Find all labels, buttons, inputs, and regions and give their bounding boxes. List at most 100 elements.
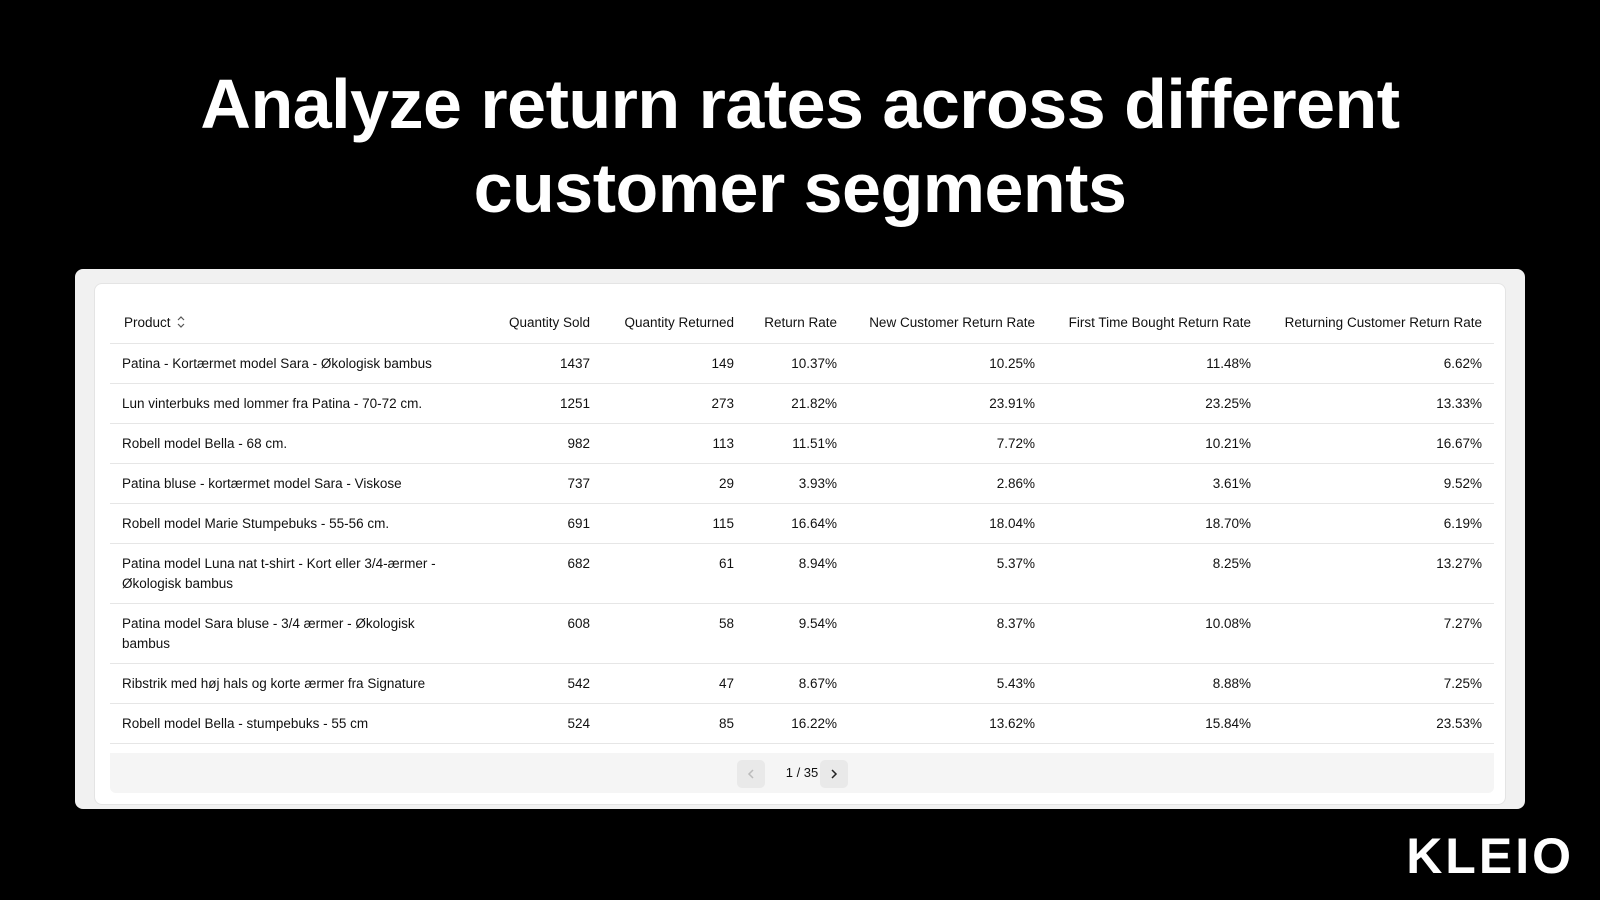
- metric-cell: 5.43%: [849, 663, 1047, 704]
- page-indicator: 1 / 35: [785, 765, 819, 780]
- metric-cell: 13.33%: [1263, 383, 1494, 424]
- data-table: Product Quantity Sold Quantity Returned Ret…: [110, 302, 1494, 784]
- metric-cell: 9.54%: [746, 603, 849, 664]
- metric-cell: 10.08%: [1047, 603, 1263, 664]
- column-header-text: New Customer Return Rate: [869, 315, 1035, 330]
- metric-cell: 85: [602, 703, 746, 744]
- product-cell: Patina - Kortærmet model Sara - Økologis…: [110, 343, 486, 384]
- column-header-text: Returning Customer Return Rate: [1284, 315, 1482, 330]
- table-body: Patina - Kortærmet model Sara - Økologis…: [110, 343, 1494, 784]
- metric-cell: 9.52%: [1263, 463, 1494, 504]
- metric-cell: 6.19%: [1263, 503, 1494, 544]
- metric-cell: 7.25%: [1263, 663, 1494, 704]
- pagination-bar: 1 / 35: [110, 753, 1494, 793]
- metric-cell: 7.27%: [1263, 603, 1494, 664]
- metric-cell: 737: [486, 463, 602, 504]
- metric-cell: 8.37%: [849, 603, 1047, 664]
- metric-cell: 8.88%: [1047, 663, 1263, 704]
- column-header-text: First Time Bought Return Rate: [1068, 315, 1251, 330]
- column-header: Return Rate: [746, 302, 849, 344]
- metric-cell: 1251: [486, 383, 602, 424]
- product-cell: Lun vinterbuks med lommer fra Patina - 7…: [110, 383, 486, 424]
- product-cell: Ribstrik med høj hals og korte ærmer fra…: [110, 663, 486, 704]
- metric-cell: 29: [602, 463, 746, 504]
- metric-cell: 1437: [486, 343, 602, 384]
- table-row: Robell model Bella - 68 cm. 982 113 11.51% 7…: [110, 423, 1494, 464]
- column-header: Returning Customer Return Rate: [1263, 302, 1494, 344]
- table-card: Product Quantity Sold Quantity Returned Ret…: [94, 283, 1506, 805]
- metric-cell: 524: [486, 703, 602, 744]
- column-header: New Customer Return Rate: [849, 302, 1047, 344]
- column-header-text: Product: [124, 315, 171, 330]
- metric-cell: 18.70%: [1047, 503, 1263, 544]
- column-header: Quantity Returned: [602, 302, 746, 344]
- metric-cell: 10.25%: [849, 343, 1047, 384]
- table-row: Patina - Kortærmet model Sara - Økologis…: [110, 343, 1494, 384]
- metric-cell: 16.67%: [1263, 423, 1494, 464]
- product-cell: Patina bluse - kortærmet model Sara - Vi…: [110, 463, 486, 504]
- prev-icon: [747, 769, 754, 779]
- product-cell: Patina model Luna nat t-shirt - Kort ell…: [110, 543, 486, 604]
- table-row: Ribstrik med høj hals og korte ærmer fra…: [110, 663, 1494, 704]
- metric-cell: 113: [602, 423, 746, 464]
- metric-cell: 608: [486, 603, 602, 664]
- metric-cell: 3.61%: [1047, 463, 1263, 504]
- metric-cell: 10.21%: [1047, 423, 1263, 464]
- metric-cell: 6.62%: [1263, 343, 1494, 384]
- metric-cell: 273: [602, 383, 746, 424]
- column-header-text: Return Rate: [764, 315, 837, 330]
- metric-cell: 11.48%: [1047, 343, 1263, 384]
- product-cell: Robell model Bella - stumpebuks - 55 cm: [110, 703, 486, 744]
- column-header: First Time Bought Return Rate: [1047, 302, 1263, 344]
- metric-cell: 23.25%: [1047, 383, 1263, 424]
- next-icon: [831, 769, 838, 779]
- product-cell: Robell model Bella - 68 cm.: [110, 423, 486, 464]
- metric-cell: 982: [486, 423, 602, 464]
- column-header[interactable]: Product: [110, 302, 486, 344]
- next-page-button[interactable]: [820, 760, 848, 788]
- column-header-text: Quantity Returned: [624, 315, 734, 330]
- metric-cell: 13.62%: [849, 703, 1047, 744]
- metric-cell: 542: [486, 663, 602, 704]
- headline-text: Analyze return rates across different cu…: [200, 65, 1400, 227]
- table-row: Robell model Marie Stumpebuks - 55-56 cm…: [110, 503, 1494, 544]
- table-row: Patina model Sara bluse - 3/4 ærmer - Øk…: [110, 603, 1494, 664]
- headline: Analyze return rates across different cu…: [0, 62, 1600, 230]
- metric-cell: 149: [602, 343, 746, 384]
- table-row: Lun vinterbuks med lommer fra Patina - 7…: [110, 383, 1494, 424]
- metric-cell: 8.25%: [1047, 543, 1263, 604]
- product-cell: Patina model Sara bluse - 3/4 ærmer - Øk…: [110, 603, 486, 664]
- metric-cell: 10.37%: [746, 343, 849, 384]
- metric-cell: 3.93%: [746, 463, 849, 504]
- column-header: Quantity Sold: [486, 302, 602, 344]
- metric-cell: 682: [486, 543, 602, 604]
- metric-cell: 15.84%: [1047, 703, 1263, 744]
- metric-cell: 23.53%: [1263, 703, 1494, 744]
- metric-cell: 7.72%: [849, 423, 1047, 464]
- brand-logo: KLEIO: [1406, 828, 1574, 884]
- metric-cell: 18.04%: [849, 503, 1047, 544]
- product-cell: Robell model Marie Stumpebuks - 55-56 cm…: [110, 503, 486, 544]
- metric-cell: 11.51%: [746, 423, 849, 464]
- metric-cell: 8.94%: [746, 543, 849, 604]
- metric-cell: 61: [602, 543, 746, 604]
- metric-cell: 13.27%: [1263, 543, 1494, 604]
- metric-cell: 2.86%: [849, 463, 1047, 504]
- metric-cell: 58: [602, 603, 746, 664]
- metric-cell: 47: [602, 663, 746, 704]
- metric-cell: 691: [486, 503, 602, 544]
- table-row: Patina model Luna nat t-shirt - Kort ell…: [110, 543, 1494, 604]
- metric-cell: 8.67%: [746, 663, 849, 704]
- metric-cell: 16.64%: [746, 503, 849, 544]
- metric-cell: 16.22%: [746, 703, 849, 744]
- table-row: Patina bluse - kortærmet model Sara - Vi…: [110, 463, 1494, 504]
- header-row: Product Quantity Sold Quantity Returned Ret…: [110, 302, 1494, 344]
- metric-cell: 5.37%: [849, 543, 1047, 604]
- metric-cell: 23.91%: [849, 383, 1047, 424]
- sort-icon[interactable]: [176, 315, 186, 329]
- table-row: Robell model Bella - stumpebuks - 55 cm 5…: [110, 703, 1494, 744]
- column-header-text: Quantity Sold: [508, 315, 590, 330]
- prev-page-button[interactable]: [737, 760, 765, 788]
